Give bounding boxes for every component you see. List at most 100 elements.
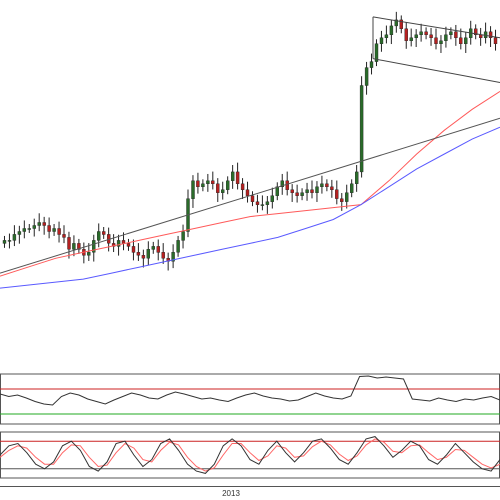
indicator-1-frame [0, 373, 500, 425]
candle-body [389, 25, 394, 35]
candle-body [379, 37, 384, 44]
candle-body [235, 171, 240, 184]
candle-body [87, 252, 91, 256]
candle-body [216, 183, 220, 193]
candle-body [22, 228, 26, 232]
candle-body [419, 31, 423, 35]
candle-body [220, 189, 225, 193]
candle-body [161, 252, 165, 259]
candle-body [454, 31, 458, 38]
candle-body [310, 189, 314, 193]
candle-body [156, 246, 161, 253]
candle-body [136, 252, 141, 256]
candle-body [330, 186, 334, 191]
candle-body [335, 189, 339, 199]
candle-body [101, 231, 106, 235]
candle-body [364, 67, 369, 86]
indicator-2-frame [0, 431, 500, 479]
candle-body [394, 19, 398, 27]
candle-body [211, 180, 215, 185]
candle-body [67, 237, 71, 250]
candle-body [315, 186, 319, 194]
candle-body [305, 189, 309, 193]
candle-body [290, 189, 294, 193]
candle-body [260, 204, 265, 206]
candle-body [111, 243, 116, 247]
indicator-panel-1 [0, 373, 500, 425]
candle-body [245, 189, 250, 196]
candle-body [62, 234, 66, 238]
candle-body [230, 171, 235, 181]
candle-body [141, 255, 146, 259]
candle-body [12, 234, 17, 241]
candle-body [320, 183, 324, 188]
candle-body [206, 180, 210, 185]
candle-body [350, 183, 354, 193]
price-overlays [0, 16, 500, 289]
candle-body [176, 240, 180, 253]
x-tick-label: 2013 [222, 489, 240, 498]
candle-body [449, 31, 453, 35]
candle-body [444, 34, 448, 41]
candle-body [300, 192, 304, 196]
candle-body [77, 243, 81, 250]
candle-body [285, 180, 289, 190]
candle-body [126, 243, 131, 247]
candle-body [255, 201, 260, 205]
candle-body [116, 240, 121, 247]
candle-body [191, 180, 195, 199]
candle-body [374, 43, 379, 62]
indicator-panel-2 [0, 431, 500, 479]
candle-body [42, 222, 46, 226]
candle-body [464, 37, 468, 44]
candle-body [369, 61, 374, 68]
candle-body [459, 37, 463, 44]
price-panel [2, 11, 498, 271]
candle-body [2, 240, 7, 244]
candle-body [280, 180, 284, 188]
candle-body [27, 228, 31, 230]
candle-body [493, 37, 498, 44]
candle-body [151, 246, 156, 250]
candle-body [181, 231, 185, 241]
candle-body [270, 195, 274, 202]
moving-average-blue [0, 126, 500, 289]
candle-body [121, 240, 126, 244]
candle-body [52, 228, 56, 232]
candle-body [250, 195, 255, 202]
candle-body [474, 28, 478, 35]
candle-body [359, 85, 364, 173]
candle-body [295, 192, 299, 196]
candle-body [225, 180, 230, 190]
candle-body [47, 225, 51, 232]
candle-body [131, 246, 136, 253]
indicator-1-line [0, 375, 500, 406]
candle-body [32, 225, 36, 229]
channel-upper-line [372, 16, 500, 39]
candle-body [92, 240, 96, 253]
candle-body [345, 192, 349, 202]
candle-body [434, 37, 438, 44]
candle-body [325, 183, 329, 188]
candle-body [355, 171, 359, 184]
indicator-2-main-line [0, 436, 500, 474]
candle-body [424, 31, 428, 35]
candle-body [37, 222, 41, 226]
candle-body [399, 19, 403, 29]
candle-body [7, 240, 12, 242]
candle-body [488, 31, 493, 38]
candle-body [340, 198, 344, 202]
moving-average-red [0, 90, 500, 277]
candle-body [265, 201, 270, 205]
indicator-2-signal-line [0, 438, 500, 472]
candle-body [384, 34, 389, 38]
candle-body [96, 231, 101, 241]
x-axis: 2013 [0, 486, 500, 498]
candle-body [404, 28, 408, 41]
candle-body [439, 40, 443, 44]
candle-body [240, 183, 245, 191]
trendline [0, 117, 500, 274]
candle-body [409, 37, 413, 41]
candle-body [196, 180, 200, 188]
